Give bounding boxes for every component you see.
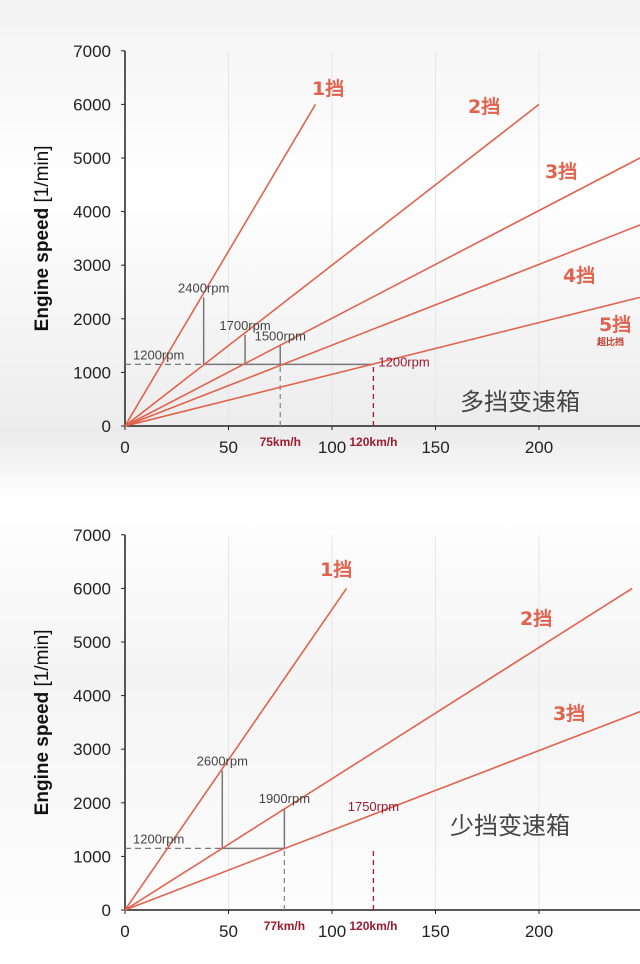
series-line-gear-2	[124, 587, 633, 911]
y-tick-label: 7000	[73, 42, 111, 61]
series-label-gear-1: 1挡	[320, 559, 352, 581]
chart-title: 少挡变速箱	[450, 812, 570, 840]
series-label-gear-1: 1挡	[312, 78, 344, 100]
speed-marker-label: 120km/h	[349, 919, 397, 933]
rpm-annotation: 1200rpm	[133, 831, 184, 846]
y-tick-label: 0	[102, 417, 111, 436]
y-tick-label: 0	[102, 901, 111, 920]
y-axis-label: Engine speed [1/min]	[32, 629, 53, 815]
speed-marker-label: 120km/h	[349, 435, 397, 449]
rpm-annotation: 1500rpm	[255, 329, 306, 344]
rpm-annotation: 2400rpm	[178, 280, 229, 295]
y-tick-label: 6000	[73, 579, 111, 598]
y-tick-label: 3000	[73, 256, 111, 275]
y-axis-label-unit: [1/min]	[32, 145, 53, 202]
x-tick-label: 100	[318, 922, 346, 941]
rpm-annotation: 2600rpm	[197, 754, 248, 769]
series-label-gear-4: 4挡	[563, 265, 595, 287]
chart-few-gear: 0 1000 2000 3000 4000 5000 6000 7000 0 50 100 150 20…	[0, 482, 640, 964]
x-tick-label: 200	[525, 438, 553, 457]
rpm-annotation: 1200rpm	[133, 347, 184, 362]
series-label-gear-3: 3挡	[553, 703, 585, 725]
x-tick-label: 50	[219, 922, 238, 941]
chart-multi-gear-svg: 0 1000 2000 3000 4000 5000 6000 7000 0 50 100 150 20…	[32, 42, 640, 457]
series-label-gear-5: 5挡	[599, 314, 631, 336]
y-tick-label: 5000	[73, 633, 111, 652]
y-axis-label-unit: [1/min]	[32, 629, 53, 686]
series-label-gear-2: 2挡	[468, 96, 500, 118]
x-tick-label: 200	[525, 922, 553, 941]
x-tick-label: 150	[421, 922, 449, 941]
y-tick-label: 2000	[73, 794, 111, 813]
speed-marker-label: 75km/h	[260, 435, 301, 449]
y-tick-label: 4000	[73, 687, 111, 706]
y-axis-label-main: Engine speed	[32, 203, 53, 332]
chart-title: 多挡变速箱	[460, 388, 580, 416]
y-tick-label: 7000	[73, 526, 111, 545]
x-tick-label: 0	[120, 438, 129, 457]
chart-few-gear-svg: 0 1000 2000 3000 4000 5000 6000 7000 0 50 100 150 20…	[32, 526, 640, 941]
y-tick-label: 1000	[73, 847, 111, 866]
chart-multi-gear: 0 1000 2000 3000 4000 5000 6000 7000 0 50 100 150 20…	[32, 42, 640, 457]
series-line-gear-1	[124, 587, 348, 911]
y-tick-label: 4000	[73, 203, 111, 222]
rpm-annotation: 1200rpm	[378, 354, 429, 369]
y-axis-label-main: Engine speed	[32, 687, 53, 816]
y-tick-label: 2000	[73, 310, 111, 329]
series-line-gear-2	[124, 103, 540, 427]
series-label-gear-2: 2挡	[520, 608, 552, 630]
series-sublabel-gear-5: 超比挡	[596, 336, 624, 348]
y-tick-label: 5000	[73, 149, 111, 168]
rpm-annotation: 1750rpm	[348, 799, 399, 814]
series-label-gear-3: 3挡	[545, 161, 577, 183]
x-tick-label: 100	[318, 438, 346, 457]
rpm-annotation: 1900rpm	[259, 791, 310, 806]
series-line-gear-4	[124, 224, 640, 427]
x-tick-label: 0	[120, 922, 129, 941]
y-tick-label: 3000	[73, 740, 111, 759]
series-line-gear-3	[124, 157, 640, 427]
y-tick-label: 6000	[73, 95, 111, 114]
series-line-gear-1	[124, 103, 317, 427]
series-line-gear-3	[124, 710, 640, 911]
series-line-gear-5	[124, 296, 640, 427]
y-axis-label: Engine speed [1/min]	[32, 145, 53, 331]
x-tick-label: 50	[219, 438, 238, 457]
y-tick-label: 1000	[73, 363, 111, 382]
rpm-annotation: 1700rpm	[219, 318, 270, 333]
speed-marker-label: 77km/h	[264, 919, 305, 933]
x-tick-label: 150	[421, 438, 449, 457]
